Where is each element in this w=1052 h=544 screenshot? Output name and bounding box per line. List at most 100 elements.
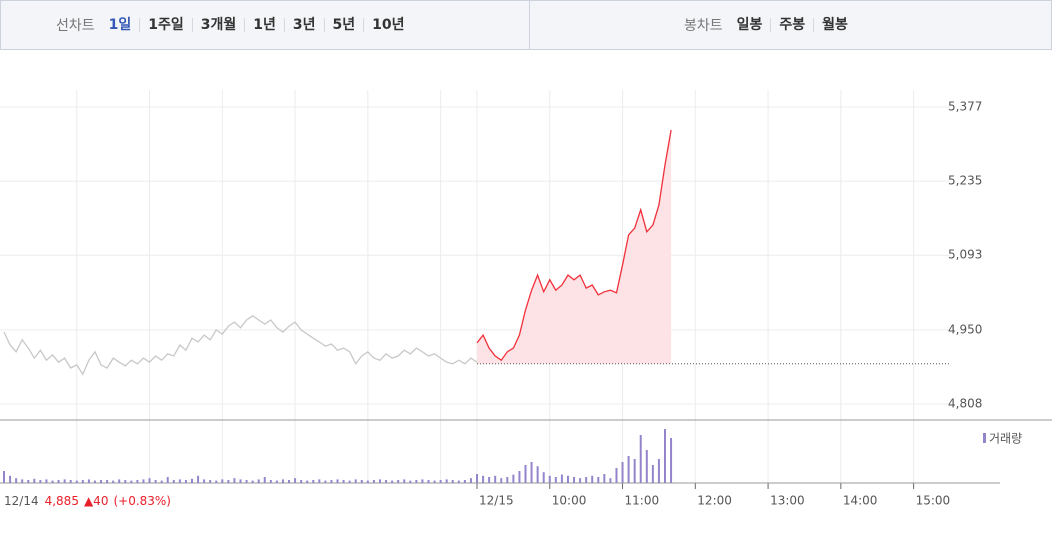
today-line [476,129,672,362]
volume-bar [512,474,515,483]
summary-change: ▲40 [84,494,109,508]
volume-bar [663,429,666,483]
volume-bar [233,478,236,483]
volume-bar [469,478,472,483]
volume-bar [281,479,284,483]
tab[interactable]: 일봉 [736,17,763,33]
volume-bar [312,480,315,483]
volume-bar [178,479,181,483]
y-tick-label: 5,377 [948,100,982,114]
volume-bar [203,479,206,483]
volume-bar [160,480,163,483]
tab[interactable]: 3개월 [191,18,245,32]
volume-bar [627,456,630,483]
volume-bar [75,480,78,483]
y-tick-label: 5,235 [948,174,982,188]
volume-bar [633,459,636,483]
volume-bar [39,480,42,483]
volume-bar [500,478,503,483]
volume-bar [439,480,442,483]
x-tick-label: 13:00 [770,494,805,508]
legend-swatch [983,433,986,443]
line-chart-tabs: 선차트 1일 1주일 3개월 1년 3년 5년 10년 [56,1,413,49]
volume-bar [670,438,673,483]
summary-date: 12/14 [4,494,39,508]
volume-bar [57,480,60,483]
y-tick-label: 5,093 [948,248,982,262]
volume-bar [530,462,533,483]
volume-bar [566,475,569,483]
volume-bar [451,480,454,483]
volume-bar [427,480,430,483]
volume-bar [494,475,497,483]
volume-bar [318,479,321,483]
tab[interactable]: 1일 [108,17,132,33]
x-tick-label: 14:00 [843,494,878,508]
tab[interactable]: 주봉 [770,18,813,32]
volume-bar [476,474,478,483]
volume-bar [579,478,582,483]
volume-bar [548,475,551,483]
volume-bar [130,480,133,483]
tab[interactable]: 3년 [283,18,324,32]
volume-bar [300,480,303,483]
volume-bar [378,479,381,483]
volume-bar [306,480,309,483]
volume-bar [15,478,18,483]
volume-bar [324,480,327,483]
tab[interactable]: 월봉 [813,18,856,32]
volume-bar [366,480,369,483]
volume-bar [215,480,218,483]
volume-bar [391,480,394,483]
legend-label: 거래량 [989,432,1022,446]
volume-bar [197,475,200,483]
volume-bar [591,475,594,483]
volume-bar [651,465,654,483]
volume-bar [81,480,84,483]
volume-bar [190,478,193,483]
x-tick-label: 12:00 [697,494,732,508]
volume-bar [63,479,66,483]
volume-bar [69,480,72,483]
volume-bar [445,479,448,483]
volume-bar [573,477,576,483]
volume-bar [124,480,127,483]
volume-bar [385,480,388,483]
tab[interactable]: 1년 [244,18,284,32]
volume-bar [397,480,400,483]
volume-bar [554,477,557,483]
volume-bar [524,465,527,483]
tab[interactable]: 10년 [363,18,412,32]
volume-bar [9,475,12,483]
volume-bar [657,459,660,483]
volume-bar [415,480,418,483]
volume-bar [409,480,412,483]
volume-bar [294,478,297,483]
candle-chart-tabs: 봉차트 일봉 주봉 월봉 [684,1,856,49]
volume-bar [45,479,48,483]
volume-bar [585,477,588,483]
x-tick-label: 15:00 [916,494,951,508]
tab[interactable]: 1주일 [139,18,192,32]
group-label: 선차트 [56,18,95,34]
volume-bar [615,468,618,483]
volume-bar [106,480,109,483]
x-tick-label: 10:00 [552,494,587,508]
prev-day-line [3,315,478,376]
x-tick-label: 12/15 [479,494,514,508]
volume-bar [433,480,436,483]
volume-bar [421,479,424,483]
volume-bar [542,472,545,483]
volume-bar [621,462,624,483]
volume-bar [645,450,648,483]
tab-bar: 선차트 1일 1주일 3개월 1년 3년 5년 10년 봉차트 일봉 주봉 월봉 [0,0,1052,50]
volume-bar [639,435,642,483]
tab[interactable]: 5년 [323,18,364,32]
volume-bar [457,480,460,483]
x-tick-label: 11:00 [625,494,660,508]
volume-bar [251,480,254,483]
volume-bar [112,480,115,483]
volume-bar [275,480,278,483]
volume-bar [263,477,266,483]
